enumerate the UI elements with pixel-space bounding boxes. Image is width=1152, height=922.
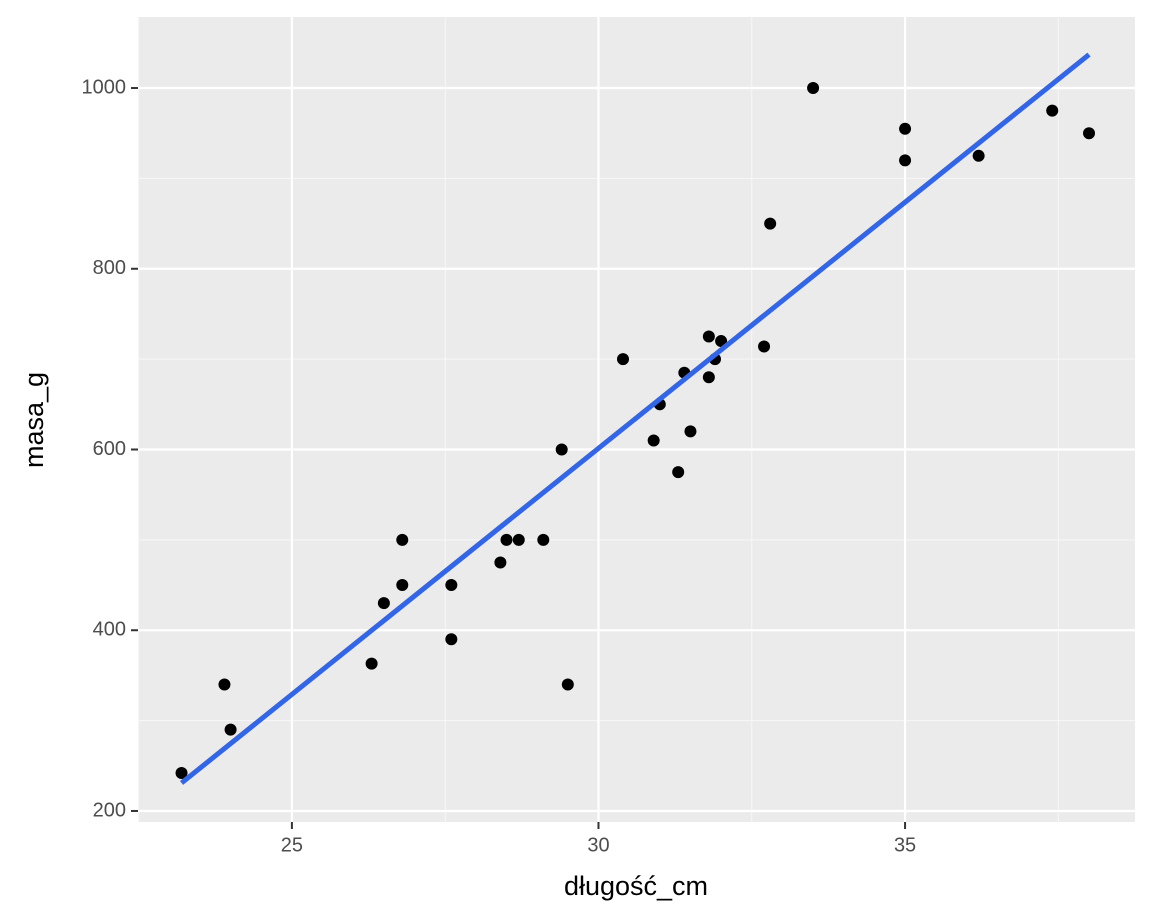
point: [377, 597, 390, 610]
x-axis-title: długość_cm: [564, 871, 708, 901]
y-tick-label: 200: [93, 799, 126, 821]
y-tick-label: 1000: [82, 76, 127, 98]
y-axis-title: masa_g: [19, 372, 49, 468]
point: [758, 340, 771, 353]
point: [672, 466, 685, 479]
point: [445, 633, 458, 646]
point: [555, 443, 568, 456]
point: [715, 335, 728, 348]
point: [396, 579, 409, 592]
point: [702, 371, 715, 384]
point: [537, 533, 550, 546]
point: [500, 533, 513, 546]
point: [899, 154, 912, 167]
x-tick-label: 35: [894, 834, 916, 856]
point: [684, 425, 697, 438]
point: [1083, 127, 1096, 140]
point: [647, 434, 660, 447]
point: [702, 330, 715, 343]
y-tick-label: 800: [93, 257, 126, 279]
point: [807, 82, 820, 95]
point: [396, 533, 409, 546]
point: [365, 657, 378, 670]
point: [494, 556, 507, 569]
point: [218, 678, 231, 691]
point: [617, 353, 630, 366]
point: [175, 767, 188, 780]
point: [445, 579, 458, 592]
point: [512, 533, 525, 546]
y-tick-label: 400: [93, 619, 126, 641]
point: [561, 678, 574, 691]
x-tick-label: 30: [587, 834, 609, 856]
point: [764, 217, 777, 230]
point: [972, 149, 985, 162]
point: [1046, 104, 1059, 117]
x-tick-label: 25: [281, 834, 303, 856]
trend-line: [179, 52, 1091, 785]
y-tick-label: 600: [93, 438, 126, 460]
point: [899, 122, 912, 135]
point: [224, 723, 237, 736]
